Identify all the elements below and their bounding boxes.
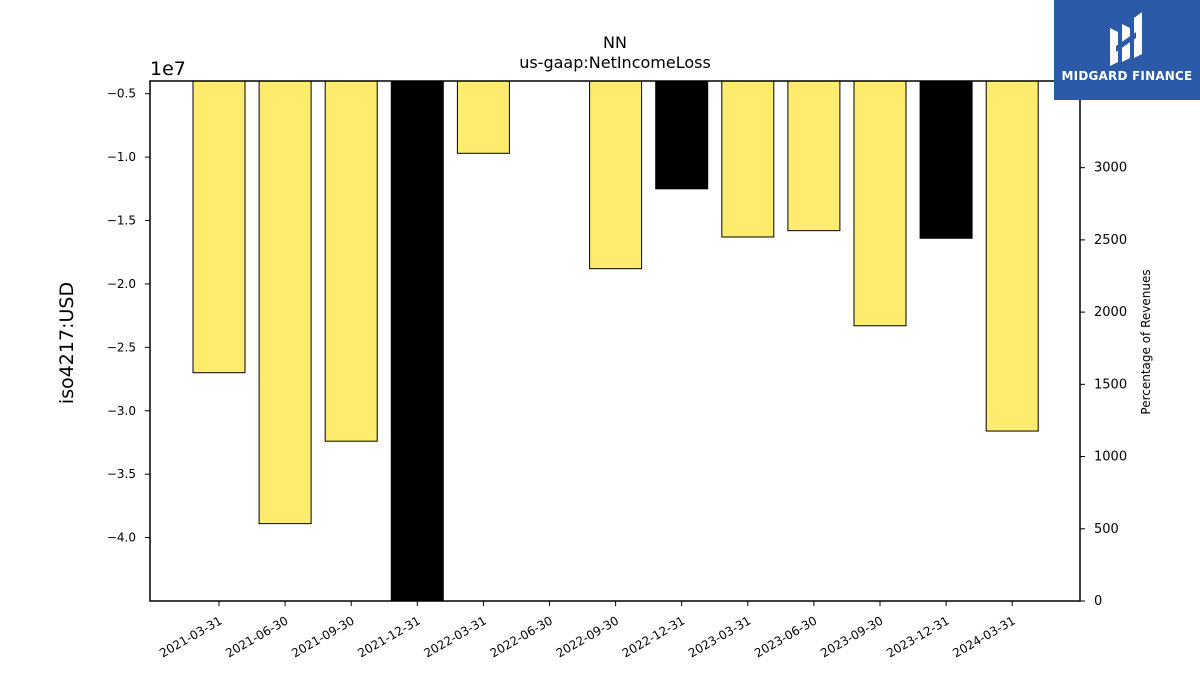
y-tick-label: −3.5 [107,467,136,481]
x-tick-label: 2023-09-30 [818,613,885,660]
x-tick-label: 2021-12-31 [355,613,422,660]
y2-tick-label: 1000 [1094,450,1127,465]
bar-2021-03-31 [192,80,246,374]
y-tick-label: −4.0 [107,531,136,545]
bar-2021-06-30 [258,80,312,525]
bar-2023-03-31 [721,80,775,238]
logo-text: MIDGARD FINANCE [1061,69,1193,83]
bar-2023-06-30 [787,80,841,232]
x-tick-label: 2022-12-31 [620,613,687,660]
y-tick-label: −0.5 [107,87,136,101]
bar-2023-09-30 [853,80,907,327]
x-tick-label: 2022-09-30 [554,613,621,660]
x-tick-label: 2021-09-30 [289,613,356,660]
y2-tick-label: 0 [1094,594,1102,609]
y-axis-label: iso4217:USD [56,282,78,404]
bars-group [192,80,1039,602]
bar-2022-12-31 [655,80,709,190]
y2-ticks-group: 0 500 1000 1500 2000 2500 3000 [1080,161,1127,609]
y2-tick-label: 1500 [1094,377,1127,392]
chart-subtitle: us-gaap:NetIncomeLoss [519,53,711,72]
x-tick-label: 2022-03-31 [421,613,488,660]
x-tick-label: 2023-12-31 [884,613,951,660]
x-tick-label: 2022-06-30 [488,613,555,660]
midgard-logo-icon [1110,12,1142,66]
bar-2022-03-31 [456,80,510,154]
y2-axis-label: Percentage of Revenues [1139,269,1153,414]
y-ticks-group: −0.5 −1.0 −1.5 −2.0 −2.5 −3.0 −3.5 −4.0 [107,87,150,545]
y-tick-label: −1.0 [107,150,136,164]
y2-tick-label: 500 [1094,522,1119,537]
y-tick-label: −2.5 [107,340,136,354]
bar-2023-12-31 [919,80,973,239]
bar-2022-09-30 [589,80,643,270]
y-offset-label: 1e7 [150,58,186,80]
y-tick-label: −2.0 [107,277,136,291]
y-tick-label: −3.0 [107,404,136,418]
y2-tick-label: 3000 [1094,161,1127,176]
x-tick-label: 2021-03-31 [157,613,224,660]
plot-frame [149,80,1081,602]
bar-2021-09-30 [324,80,378,442]
y-tick-label: −1.5 [107,214,136,228]
chart-title: NN [603,33,627,52]
x-ticks-group: 2021-03-312021-06-302021-09-302021-12-31… [157,601,1018,660]
x-tick-label: 2021-06-30 [223,613,290,660]
y2-tick-label: 2500 [1094,233,1127,248]
midgard-finance-logo: MIDGARD FINANCE [1054,0,1200,100]
bar-2024-03-31 [985,80,1039,432]
x-tick-label: 2023-03-31 [686,613,753,660]
x-tick-label: 2024-03-31 [950,613,1017,660]
x-tick-label: 2023-06-30 [752,613,819,660]
bar-2021-12-31 [390,80,444,602]
y2-tick-label: 2000 [1094,305,1127,320]
